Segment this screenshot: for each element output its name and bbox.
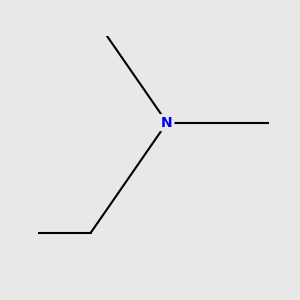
- Text: N: N: [161, 116, 173, 130]
